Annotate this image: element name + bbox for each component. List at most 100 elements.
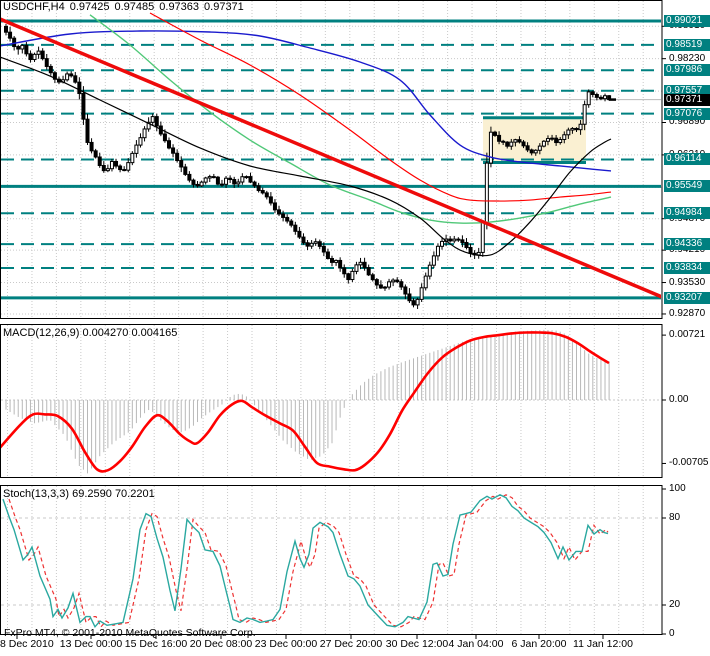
time-axis-label: 15 Dec 16:00 <box>124 638 188 650</box>
candle-bear <box>195 183 200 187</box>
current-price-label: 0.97371 <box>664 94 710 106</box>
candle-bear <box>301 236 306 244</box>
grid-lines <box>1 1 662 634</box>
macd-main-value: 0.004270 <box>82 327 129 339</box>
stoch-params-label: Stoch(13,3,3) <box>3 488 70 500</box>
candle-bear <box>44 58 49 67</box>
macd-params-label: MACD(12,26,9) <box>3 327 80 339</box>
price-level-label: 0.93207 <box>664 292 710 304</box>
candle-bear <box>497 134 502 142</box>
stochastic-panel[interactable] <box>1 494 662 629</box>
candle-bear <box>24 44 29 55</box>
candle-bull <box>431 255 436 266</box>
candle-bear <box>305 242 310 247</box>
candle-bear <box>590 91 595 95</box>
candle-bear <box>411 300 416 306</box>
candle-bear <box>93 150 98 158</box>
candle-bull <box>207 176 212 179</box>
candle-bull <box>105 168 110 172</box>
candle-bear <box>374 279 379 286</box>
candle-bear <box>395 279 400 283</box>
candle-bull <box>199 181 204 187</box>
candle-bull <box>562 134 567 140</box>
candle-bear <box>501 140 506 143</box>
candle-bear <box>493 131 497 136</box>
candle-bull <box>452 238 457 242</box>
macd-signal-value: 0.004165 <box>131 327 178 339</box>
candle-bear <box>191 179 196 185</box>
candlesticks <box>4 24 612 309</box>
candle-bear <box>16 46 21 50</box>
candle-bear <box>252 181 257 187</box>
macd-panel[interactable] <box>0 329 662 474</box>
candle-bear <box>464 241 469 248</box>
time-axis-label: 8 Dec 2010 <box>0 638 54 650</box>
panel-borders <box>0 0 663 635</box>
candle-bear <box>232 179 237 185</box>
time-axis-label: 20 Dec 08:00 <box>189 638 253 650</box>
candle-bull <box>138 137 143 146</box>
price-level-label: 0.97076 <box>664 108 710 120</box>
candle-bear <box>574 127 579 131</box>
candle-bull <box>440 240 445 247</box>
candle-bear <box>162 133 167 142</box>
candle-bull <box>545 138 550 142</box>
candle-bull <box>427 264 432 277</box>
main-price-panel[interactable] <box>0 12 662 309</box>
price-tick-label: 0.92870 <box>669 308 706 319</box>
candle-bull <box>382 286 387 289</box>
candle-bear <box>297 230 302 238</box>
price-tick-label: 0.93530 <box>669 277 706 288</box>
candle-bull <box>419 287 424 300</box>
candle-bear <box>260 190 265 194</box>
price-level-label: 0.95549 <box>664 180 710 192</box>
candle-bear <box>73 75 78 83</box>
candle-bear <box>122 169 127 172</box>
macd-histogram <box>5 329 610 474</box>
candle-bull <box>578 123 583 131</box>
bar-low-value: 0.97363 <box>159 1 200 13</box>
candle-bear <box>525 145 530 151</box>
candle-bear <box>521 141 526 147</box>
candle-bull <box>582 104 587 125</box>
downtrend-line[interactable] <box>0 17 662 299</box>
candle-bear <box>97 156 102 166</box>
stoch-k-value: 69.2590 <box>72 488 112 500</box>
stoch-d-line <box>8 494 609 628</box>
candle-bull <box>134 144 139 154</box>
candle-bear <box>460 239 465 243</box>
candle-bull <box>570 127 575 131</box>
candle-bull <box>126 162 131 171</box>
candle-bear <box>89 141 94 152</box>
candle-bear <box>594 93 599 98</box>
moving-average-green <box>89 14 612 224</box>
candle-bull <box>513 139 518 143</box>
candle-bull <box>484 162 489 224</box>
candle-bear <box>370 274 375 281</box>
symbol-period-label: USDCHF,H4 <box>3 1 65 13</box>
candle-bear <box>448 238 453 242</box>
candle-bear <box>517 139 522 143</box>
candle-bull <box>150 116 155 123</box>
candle-bull <box>358 261 363 266</box>
candle-bull <box>603 95 608 100</box>
candle-bull <box>488 131 493 164</box>
candle-bear <box>118 165 123 171</box>
candle-bear <box>362 261 367 269</box>
candle-bear <box>366 267 371 276</box>
panel-border-stoch <box>0 485 663 635</box>
candle-bull <box>354 264 359 272</box>
candle-bear <box>248 176 253 183</box>
price-level-label: 0.96114 <box>664 153 710 165</box>
macd-axis-label: -0.00705 <box>669 457 709 468</box>
time-axis-label: 27 Dec 20:00 <box>319 638 383 650</box>
price-level-label: 0.98519 <box>664 39 710 51</box>
stoch-axis-label: 80 <box>669 512 681 523</box>
time-axis-label: 23 Dec 00:00 <box>254 638 318 650</box>
candle-bear <box>179 160 184 168</box>
stoch-k-line <box>2 494 609 629</box>
candle-bull <box>537 145 542 151</box>
time-axis-label: 13 Dec 00:00 <box>59 638 123 650</box>
